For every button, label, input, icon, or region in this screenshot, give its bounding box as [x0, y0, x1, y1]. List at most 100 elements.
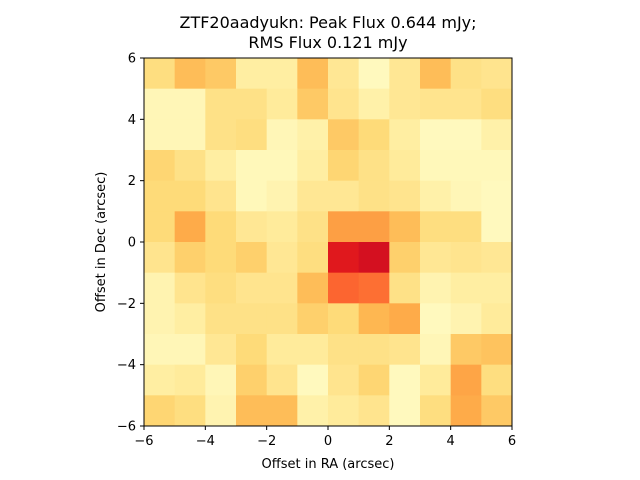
heatmap-cell [297, 303, 329, 335]
heatmap-cell [174, 395, 206, 427]
x-axis-ticks: −6 −4 −2 0 2 4 6 [134, 426, 516, 449]
heatmap-cell [205, 395, 237, 427]
heatmap-cell [174, 58, 206, 90]
y-tick-label: 2 [128, 174, 136, 189]
heatmap-cell [358, 395, 390, 427]
heatmap-cell [144, 242, 176, 274]
heatmap-cells [144, 58, 513, 427]
x-tick-label: 0 [324, 434, 332, 449]
heatmap-cell [205, 150, 237, 182]
heatmap-cell [358, 303, 390, 335]
heatmap-cell [328, 242, 360, 274]
heatmap-cell [389, 364, 421, 396]
heatmap-cell [481, 150, 513, 182]
heatmap-cell [266, 395, 298, 427]
heatmap-cell [358, 242, 390, 274]
heatmap-cell [266, 334, 298, 366]
heatmap-cell [420, 58, 452, 90]
heatmap-cell [389, 303, 421, 335]
heatmap-cell [358, 88, 390, 120]
heatmap-cell [420, 303, 452, 335]
heatmap-cell [358, 334, 390, 366]
heatmap-cell [450, 119, 482, 151]
heatmap-cell [236, 303, 268, 335]
heatmap-cell [389, 150, 421, 182]
heatmap-cell [420, 334, 452, 366]
y-tick-label: −6 [117, 420, 136, 435]
heatmap-cell [144, 395, 176, 427]
heatmap-cell [358, 58, 390, 90]
heatmap-cell [358, 211, 390, 243]
heatmap-cell [297, 242, 329, 274]
heatmap-cell [389, 58, 421, 90]
heatmap-cell [144, 272, 176, 304]
heatmap-cell [328, 88, 360, 120]
chart-title-line1: ZTF20aadyukn: Peak Flux 0.644 mJy; [179, 13, 476, 32]
heatmap-cell [174, 303, 206, 335]
heatmap-cell [297, 119, 329, 151]
y-tick-label: −4 [117, 358, 136, 373]
heatmap-cell [450, 272, 482, 304]
heatmap-cell [420, 119, 452, 151]
heatmap-cell [450, 211, 482, 243]
heatmap-cell [389, 272, 421, 304]
heatmap-cell [205, 334, 237, 366]
heatmap-cell [144, 88, 176, 120]
heatmap-cell [297, 150, 329, 182]
heatmap-cell [144, 211, 176, 243]
heatmap-cell [328, 395, 360, 427]
heatmap-cell [174, 272, 206, 304]
heatmap-cell [174, 242, 206, 274]
heatmap-cell [328, 211, 360, 243]
heatmap-cell [266, 364, 298, 396]
heatmap-cell [328, 180, 360, 212]
heatmap-cell [266, 272, 298, 304]
heatmap-cell [481, 211, 513, 243]
heatmap-cell [420, 180, 452, 212]
heatmap-cell [297, 88, 329, 120]
heatmap-cell [144, 180, 176, 212]
heatmap-cell [389, 395, 421, 427]
heatmap-cell [481, 303, 513, 335]
heatmap-cell [205, 211, 237, 243]
heatmap-cell [389, 242, 421, 274]
heatmap-cell [236, 119, 268, 151]
heatmap-cell [481, 364, 513, 396]
heatmap-cell [236, 334, 268, 366]
heatmap-cell [266, 58, 298, 90]
heatmap-cell [297, 395, 329, 427]
heatmap-cell [450, 303, 482, 335]
heatmap-cell [358, 272, 390, 304]
heatmap-cell [481, 58, 513, 90]
heatmap-cell [420, 150, 452, 182]
heatmap-cell [236, 242, 268, 274]
heatmap-cell [266, 119, 298, 151]
heatmap-cell [481, 272, 513, 304]
heatmap-cell [174, 364, 206, 396]
y-axis-label: Offset in Dec (arcsec) [94, 172, 109, 313]
heatmap-cell [328, 150, 360, 182]
heatmap-cell [236, 150, 268, 182]
heatmap-cell [481, 242, 513, 274]
heatmap-cell [450, 242, 482, 274]
heatmap-cell [174, 211, 206, 243]
heatmap-cell [266, 180, 298, 212]
heatmap-cell [358, 119, 390, 151]
heatmap-cell [297, 364, 329, 396]
y-tick-label: 6 [128, 52, 136, 67]
heatmap-cell [420, 88, 452, 120]
heatmap-cell [450, 58, 482, 90]
heatmap-cell [420, 242, 452, 274]
x-tick-label: −2 [257, 434, 276, 449]
y-tick-label: −2 [117, 297, 136, 312]
heatmap-cell [236, 395, 268, 427]
heatmap-cell [420, 364, 452, 396]
x-tick-label: −6 [134, 434, 153, 449]
heatmap-cell [481, 334, 513, 366]
heatmap-cell [328, 303, 360, 335]
heatmap-cell [205, 364, 237, 396]
heatmap-cell [205, 180, 237, 212]
heatmap-cell [358, 180, 390, 212]
x-tick-label: 4 [447, 434, 455, 449]
chart-title-line2: RMS Flux 0.121 mJy [248, 33, 407, 52]
